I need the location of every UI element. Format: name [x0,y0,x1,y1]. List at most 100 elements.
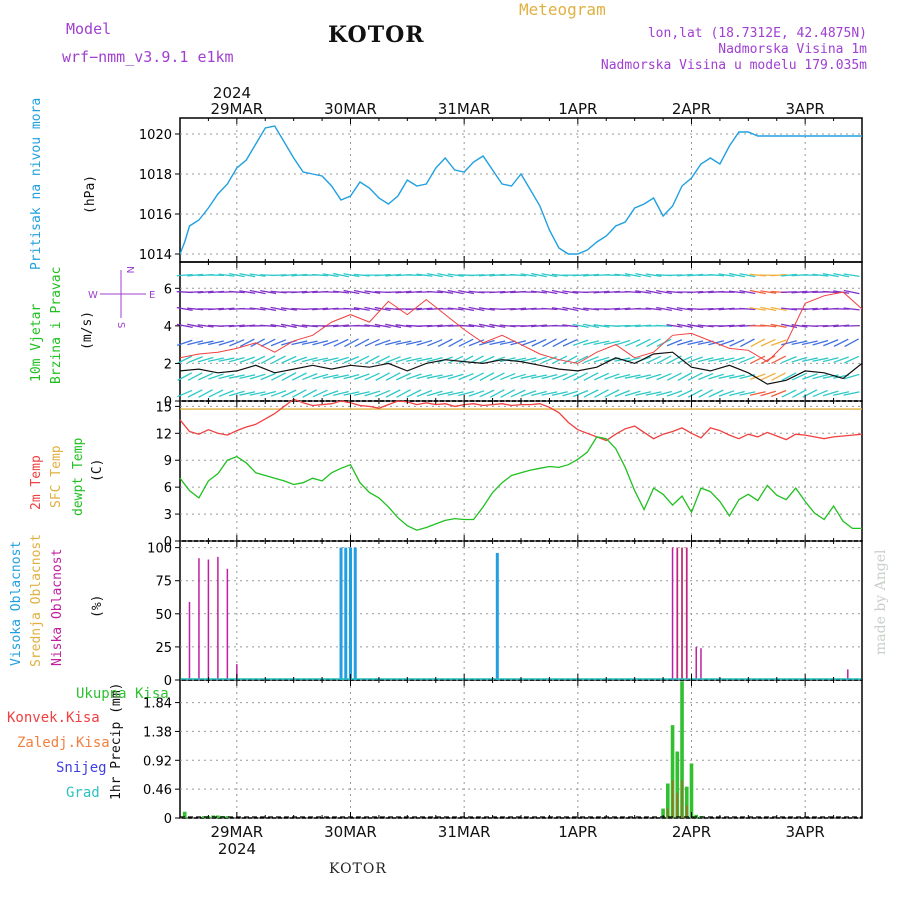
wind-arrow [280,323,297,329]
wind-arrow [822,390,839,397]
wind-arrow [375,355,391,364]
wind-arrow [312,340,329,346]
wind-arrow [687,290,704,294]
wind-arrow [635,338,651,347]
wind-arrow [396,389,411,398]
wind-arrow [312,357,329,362]
wind-arrow [708,307,725,311]
wind-arrow [729,338,745,347]
wind-arrow [541,373,558,380]
wind-arrow [291,340,308,346]
wind-arrow [374,339,391,346]
wind-arrow [760,390,777,397]
wind-arrow [802,373,818,380]
wind-arrow [197,290,214,294]
wind-arrow [447,391,464,396]
wind-arrow [728,324,745,328]
wind-arrow [260,290,277,295]
legend-frozen-precip: Zaledj.Kisa [17,735,110,751]
wind-arrow [677,372,693,381]
wind-arrow [708,273,725,277]
wind-arrow [271,355,286,365]
wind-arrow [458,390,474,397]
wind-arrow [781,356,797,364]
top-xtick-label: 31MAR [438,100,491,118]
wind-arrow [604,373,620,380]
wind-arrow [489,290,506,294]
wind-arrow [343,373,360,380]
wind-arrow [333,356,349,363]
wind-arrow [530,324,548,328]
wind-arrow [395,356,412,363]
wind-arrow [177,355,193,364]
wind-arrow [270,390,287,397]
wind-arrow [698,372,714,381]
wind-arrow [270,323,287,328]
wind-arrow [822,290,839,294]
wind-arrow [708,389,724,398]
wind-arrow [260,390,276,397]
wind-arrow [552,373,568,380]
wind-arrow [562,372,578,381]
compass-w: W [88,290,98,301]
wind-arrow [218,357,235,362]
wind-arrow [739,289,756,295]
wind-arrow [542,338,557,348]
wind-arrow [843,324,860,327]
wind-arrow [645,273,662,277]
wind-arrow [603,340,620,346]
total-precip-bar [684,786,689,818]
wind-arrow [479,355,495,364]
wind-arrow [666,274,683,277]
wind-arrow [583,273,600,277]
wind-arrow [228,324,245,328]
wind-arrow [228,374,245,379]
legend-hail: Grad [66,785,100,801]
wind-arrow [593,340,610,346]
wind-arrow [468,390,485,397]
wind-arrow [645,307,662,311]
wind-arrow [541,356,558,364]
wind-arrow [500,389,516,398]
wind-arrow [625,339,641,347]
wind-arrow [822,357,839,363]
wind-arrow [468,323,485,328]
wind-arrow [353,391,370,396]
wind-arrow [312,389,328,398]
wind-arrow [666,306,683,312]
wind-arrow [833,272,850,278]
total-precip-bar [216,815,220,818]
wind-arrow [635,272,652,278]
wind-arrow [218,374,235,380]
wind-arrow [426,290,443,294]
wind-arrow [333,338,349,347]
wind-arrow [385,356,401,364]
total-precip-bar [680,681,684,818]
wind-arrow [458,324,475,328]
wind-arrow [406,357,422,363]
bottom-xtick-label: 1APR [558,823,597,841]
wind-arrow [770,273,787,277]
wind-arrow [364,338,380,347]
wind-arrow [614,389,631,398]
wind-arrow [385,389,401,398]
wind-arrow [812,357,829,362]
wind-arrow [187,372,203,381]
low-cloud-bar [671,547,674,680]
wind-arrow [427,339,443,347]
wind-arrow [551,391,568,396]
wind-arrow [416,307,433,311]
wind-arrow [583,340,600,346]
wind-arrow [385,323,402,329]
wind-arrow [395,324,412,328]
wind-arrow [823,339,839,347]
wind-arrow [760,372,776,381]
wind-arrow [426,273,443,278]
wind-arrow [280,307,297,311]
wind-arrow [187,356,203,364]
wind-arrow [281,389,297,398]
wind-arrow [698,389,714,398]
wind-arrow [437,290,454,294]
clouds-frame [179,540,863,681]
wind-arrow [551,307,568,311]
